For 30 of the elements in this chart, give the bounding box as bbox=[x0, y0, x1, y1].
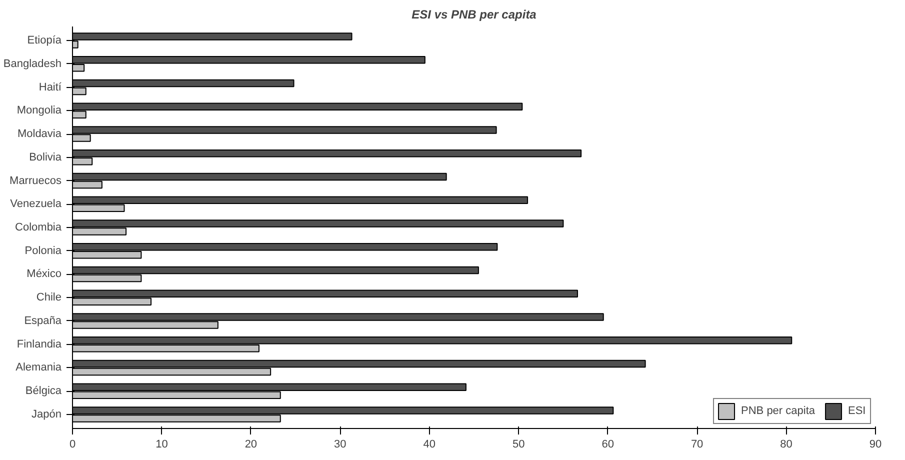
x-tick-label: 90 bbox=[869, 438, 882, 450]
y-tick-label: Venezuela bbox=[10, 198, 62, 210]
x-tick-label: 20 bbox=[244, 438, 258, 450]
x-tick-label: 50 bbox=[512, 438, 525, 450]
y-tick-label: Finlandia bbox=[16, 338, 62, 350]
y-tick-label: Polonia bbox=[24, 244, 62, 257]
chart-title: ESI vs PNB per capita bbox=[412, 8, 537, 22]
y-tick-label: Haití bbox=[38, 81, 62, 94]
y-tick-label: Etiopía bbox=[27, 34, 62, 47]
y-tick-label: España bbox=[24, 314, 62, 327]
x-tick-label: 70 bbox=[690, 438, 704, 450]
y-tick-label: Alemania bbox=[16, 362, 62, 374]
x-tick-label: 80 bbox=[780, 438, 792, 450]
y-tick-label: Bélgica bbox=[25, 385, 62, 398]
y-tick-label: Bolivia bbox=[29, 151, 62, 164]
y-tick-label: Moldavia bbox=[17, 128, 62, 140]
x-tick-label: 0 bbox=[69, 438, 76, 450]
y-tick-label: Chile bbox=[36, 292, 62, 304]
x-tick-label: 10 bbox=[156, 438, 168, 450]
y-tick-label: Japón bbox=[32, 408, 62, 420]
y-tick-label: Colombia bbox=[15, 222, 62, 234]
x-tick-label: 40 bbox=[423, 438, 436, 450]
x-tick-label: 30 bbox=[334, 438, 346, 450]
y-tick-label: Marruecos bbox=[10, 174, 62, 187]
y-tick-label: México bbox=[26, 268, 62, 280]
y-tick-label: Bangladesh bbox=[3, 58, 62, 70]
x-tick-label: 60 bbox=[602, 438, 614, 450]
legend-label: ESI bbox=[848, 405, 867, 417]
legend-label: PNB per capita bbox=[741, 405, 815, 417]
y-tick-label: Mongolia bbox=[16, 104, 62, 117]
